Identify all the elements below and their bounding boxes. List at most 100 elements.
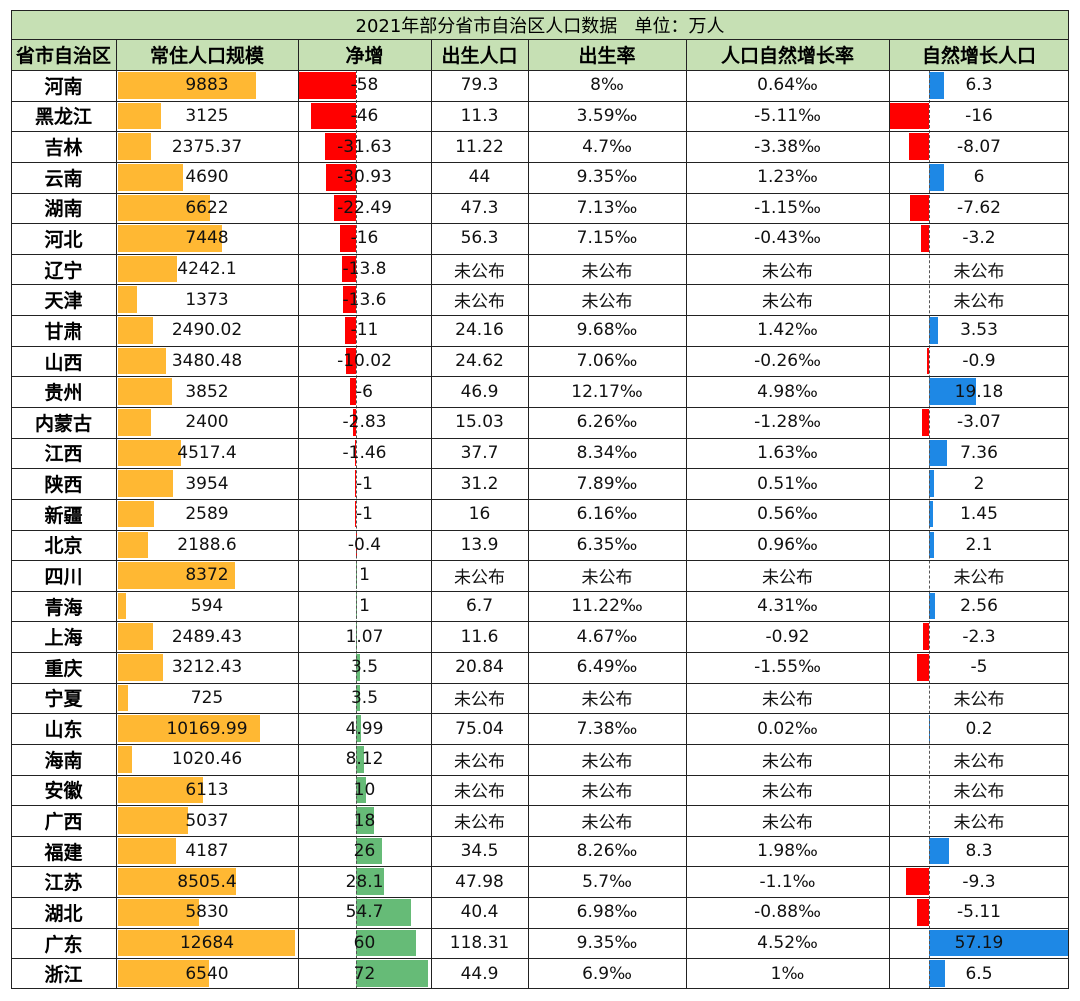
population-bar xyxy=(118,378,172,405)
net-change-cell: -22.49 xyxy=(337,197,392,218)
row-divider xyxy=(11,682,1069,684)
column-header: 出生人口 xyxy=(431,39,528,70)
population-bar xyxy=(118,592,127,620)
population-cell: 2490.02 xyxy=(171,320,243,341)
births-cell: 31.2 xyxy=(460,473,499,494)
births-cell: 24.16 xyxy=(455,320,504,341)
birth-rate-cell: 4.7‰ xyxy=(582,136,632,157)
natural-increase-cell: 7.36 xyxy=(960,442,998,463)
table-border-right xyxy=(1068,10,1069,989)
growth-rate-cell: 1.98‰ xyxy=(757,841,818,862)
net-change-bar xyxy=(356,684,360,712)
birth-rate-cell: 未公布 xyxy=(581,567,633,588)
population-cell: 4690 xyxy=(185,167,229,188)
natural-increase-cell: -5.11 xyxy=(957,902,1001,923)
birth-rate-cell: 6.9‰ xyxy=(582,963,632,984)
net-change-bar xyxy=(354,439,356,467)
row-divider xyxy=(11,315,1069,317)
birth-rate-cell: 11.22‰ xyxy=(571,596,643,617)
growth-rate-cell: 0.56‰ xyxy=(757,504,818,525)
population-cell: 9883 xyxy=(185,75,229,96)
population-cell: 2489.43 xyxy=(171,626,243,647)
birth-rate-cell: 6.26‰ xyxy=(576,412,638,433)
province-cell: 上海 xyxy=(44,627,83,650)
growth-rate-cell: 0.96‰ xyxy=(757,534,818,555)
net-change-bar xyxy=(356,899,411,926)
births-cell: 未公布 xyxy=(454,751,505,772)
net-change-cell: 72 xyxy=(353,963,376,984)
births-cell: 未公布 xyxy=(454,813,505,833)
net-change-cell: -1.46 xyxy=(342,442,387,463)
natural-increase-cell: 未公布 xyxy=(953,261,1005,282)
birth-rate-cell: 8.34‰ xyxy=(576,442,638,463)
row-divider xyxy=(11,345,1069,347)
birth-rate-cell: 9.68‰ xyxy=(576,320,638,341)
births-cell: 79.3 xyxy=(460,75,499,96)
population-bar xyxy=(118,837,177,865)
births-cell: 46.9 xyxy=(460,381,499,402)
population-bar xyxy=(118,255,178,283)
natural-increase-bar xyxy=(926,347,929,375)
growth-rate-cell: -3.38‰ xyxy=(754,136,821,157)
net-change-cell: -16 xyxy=(350,228,379,249)
growth-rate-cell: 1.63‰ xyxy=(757,442,818,463)
net-change-cell: -13.8 xyxy=(342,259,387,280)
row-divider xyxy=(11,743,1069,745)
population-bar xyxy=(118,470,174,497)
net-change-cell: -30.93 xyxy=(337,167,392,188)
province-cell: 内蒙古 xyxy=(34,412,92,435)
natural-increase-bar xyxy=(929,837,950,865)
natural-increase-cell: 未公布 xyxy=(953,782,1005,803)
natural-increase-bar xyxy=(929,960,945,987)
birth-rate-cell: 未公布 xyxy=(581,813,633,833)
natural-increase-cell: -9.3 xyxy=(962,871,996,892)
growth-rate-cell: -0.43‰ xyxy=(754,228,821,249)
natural-increase-cell: 57.19 xyxy=(954,933,1004,954)
natural-increase-bar xyxy=(929,929,1068,957)
birth-rate-cell: 未公布 xyxy=(581,261,633,282)
growth-rate-cell: 4.31‰ xyxy=(757,596,818,617)
province-cell: 福建 xyxy=(44,841,83,864)
births-cell: 11.22 xyxy=(455,136,504,157)
population-cell: 4242.1 xyxy=(177,259,237,280)
net-change-bar xyxy=(356,654,360,681)
population-cell: 7448 xyxy=(185,228,229,249)
births-cell: 20.84 xyxy=(455,657,504,678)
province-cell: 海南 xyxy=(44,749,83,772)
natural-increase-cell: 未公布 xyxy=(953,690,1005,711)
natural-increase-bar xyxy=(929,531,935,559)
births-cell: 未公布 xyxy=(454,292,505,313)
population-table: 2021年部分省市自治区人口数据 单位：万人 省市自治区 常住人口规模 净增 出生人口… xyxy=(11,10,1069,989)
growth-rate-cell: -5.11‰ xyxy=(754,105,821,126)
population-bar xyxy=(118,102,162,130)
natural-increase-cell: 2.1 xyxy=(965,534,993,555)
province-cell: 吉林 xyxy=(44,137,83,160)
population-bar xyxy=(118,929,295,957)
net-change-bar xyxy=(356,929,416,957)
natural-increase-cell: -8.07 xyxy=(957,136,1001,157)
natural-increase-cell: 未公布 xyxy=(953,813,1005,833)
row-divider xyxy=(11,835,1069,837)
population-bar xyxy=(118,623,153,651)
births-cell: 15.03 xyxy=(455,412,504,433)
growth-rate-cell: 4.52‰ xyxy=(757,933,818,954)
natural-increase-bar xyxy=(929,592,936,620)
net-change-bar xyxy=(350,378,356,405)
natural-increase-cell: 未公布 xyxy=(953,567,1005,588)
population-cell: 5830 xyxy=(185,902,229,923)
natural-increase-cell: -7.62 xyxy=(957,197,1001,218)
population-bar xyxy=(118,439,181,467)
birth-rate-cell: 6.16‰ xyxy=(576,504,638,525)
row-divider xyxy=(11,223,1069,225)
natural-increase-cell: 1.45 xyxy=(960,504,998,525)
population-bar xyxy=(118,776,204,804)
province-cell: 广东 xyxy=(44,933,83,956)
natural-increase-bar xyxy=(921,225,929,252)
net-change-cell: -31.63 xyxy=(337,136,392,157)
column-header: 净增 xyxy=(298,39,431,70)
births-cell: 13.9 xyxy=(460,534,499,555)
column-header: 自然增长人口 xyxy=(889,39,1069,70)
province-cell: 新疆 xyxy=(44,504,83,527)
population-bar xyxy=(118,562,235,589)
net-change-cell: 28.1 xyxy=(345,871,384,892)
